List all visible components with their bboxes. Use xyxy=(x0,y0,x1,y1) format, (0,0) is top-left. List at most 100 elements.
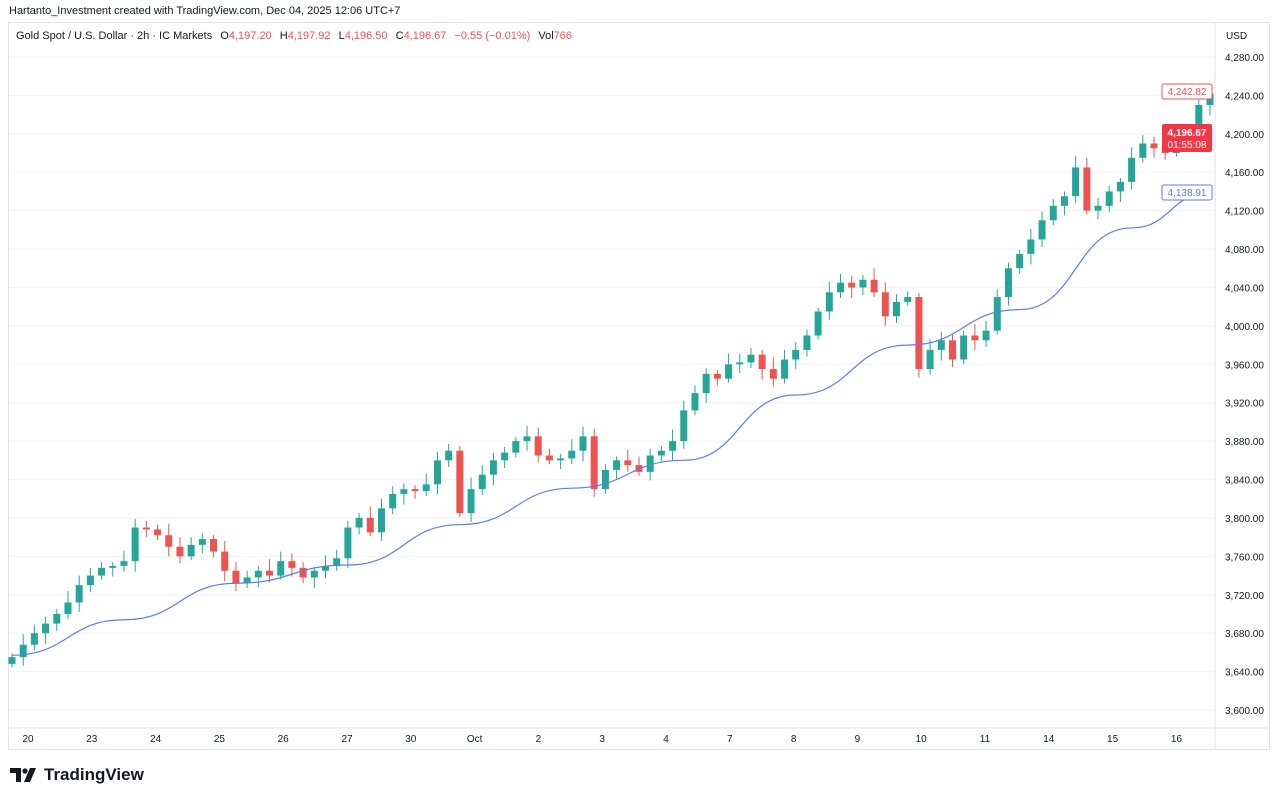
candle-body xyxy=(624,460,632,466)
candle xyxy=(120,550,128,572)
candle-body xyxy=(501,452,509,461)
candle xyxy=(344,520,352,568)
high-value: 4,197.92 xyxy=(287,30,331,42)
candle-body xyxy=(657,450,665,456)
candle-body xyxy=(355,517,363,528)
candle xyxy=(467,477,475,522)
high-price-text: 4,242.82 xyxy=(1168,87,1207,98)
time-tick: 8 xyxy=(791,734,797,745)
candle xyxy=(814,307,822,340)
candle-body xyxy=(1105,191,1113,206)
candle xyxy=(590,428,598,497)
candle xyxy=(613,456,621,480)
time-tick: 23 xyxy=(86,734,98,745)
price-tick: 3,680.00 xyxy=(1225,629,1264,640)
candle-body xyxy=(904,297,912,302)
candle xyxy=(1105,185,1113,212)
price-tick: 4,000.00 xyxy=(1225,322,1264,333)
candle xyxy=(579,426,587,462)
candle xyxy=(982,321,990,348)
candle xyxy=(198,533,206,554)
candle-body xyxy=(53,613,61,624)
candle xyxy=(64,590,72,619)
candle-body xyxy=(960,335,968,360)
candle-body xyxy=(669,441,677,451)
candle xyxy=(154,524,162,541)
candle-body xyxy=(344,527,352,559)
candle xyxy=(366,506,374,537)
candle xyxy=(736,353,744,373)
candle xyxy=(288,553,296,577)
candle-body xyxy=(377,508,385,533)
candle xyxy=(848,275,856,299)
candle xyxy=(971,323,979,350)
candle xyxy=(333,549,341,571)
grid xyxy=(9,56,1214,711)
candle-body xyxy=(411,489,419,492)
candle-body xyxy=(523,436,531,442)
price-tick: 3,640.00 xyxy=(1225,668,1264,679)
candle-body xyxy=(142,527,150,530)
candle-body xyxy=(1094,205,1102,211)
price-axis: 4,280.00 4,240.00 4,200.00 4,160.00 4,120.00… xyxy=(1225,53,1264,717)
candle-body xyxy=(75,585,83,603)
candle xyxy=(221,540,229,582)
candle xyxy=(948,333,956,368)
candle xyxy=(747,347,755,369)
candle-body xyxy=(120,561,128,566)
price-tick: 4,160.00 xyxy=(1225,168,1264,179)
candle-body xyxy=(568,450,576,459)
candle-body xyxy=(1038,220,1046,240)
candle-body xyxy=(333,558,341,566)
candle xyxy=(299,562,307,584)
candle xyxy=(937,331,945,361)
candle-body xyxy=(1060,196,1068,206)
time-tick: 20 xyxy=(22,734,34,745)
candle xyxy=(915,293,923,378)
candle-body xyxy=(557,458,565,461)
candle xyxy=(725,353,733,383)
candle-body xyxy=(848,282,856,288)
candle-body xyxy=(926,349,934,370)
volume-value: 766 xyxy=(553,30,573,42)
tradingview-logo: TradingView xyxy=(10,765,144,785)
candle xyxy=(624,449,632,472)
candle xyxy=(501,446,509,469)
time-tick: 15 xyxy=(1107,734,1119,745)
time-tick: 27 xyxy=(341,734,353,745)
candle xyxy=(1083,157,1091,215)
price-tick: 3,720.00 xyxy=(1225,591,1264,602)
candle xyxy=(165,523,173,557)
candle xyxy=(310,566,318,589)
time-tick: 25 xyxy=(214,734,226,745)
price-tick: 3,600.00 xyxy=(1225,706,1264,717)
candle-body xyxy=(545,455,553,461)
candle xyxy=(30,624,38,651)
candle-body xyxy=(792,349,800,360)
price-tick: 3,760.00 xyxy=(1225,552,1264,563)
candle xyxy=(176,537,184,564)
candle-body xyxy=(1083,167,1091,211)
time-tick: 3 xyxy=(599,734,605,745)
candle-body xyxy=(1150,143,1158,149)
candle xyxy=(893,294,901,324)
candle xyxy=(433,451,441,494)
time-tick: Oct xyxy=(467,734,483,745)
candle xyxy=(557,453,565,469)
candle xyxy=(1027,228,1035,265)
currency-button[interactable]: USD xyxy=(1226,31,1248,42)
candle-body xyxy=(725,364,733,379)
symbol-name[interactable]: Gold Spot / U.S. Dollar · 2h · IC Market… xyxy=(16,30,213,42)
candle xyxy=(400,483,408,505)
candle-body xyxy=(109,565,117,568)
candle-body xyxy=(266,570,274,576)
candle-body xyxy=(613,460,621,470)
change-value: −0.55 (−0.01%) xyxy=(454,30,531,42)
price-tick: 3,960.00 xyxy=(1225,360,1264,371)
candle xyxy=(758,349,766,380)
candle-body xyxy=(478,474,486,490)
candle-body xyxy=(277,561,285,576)
candle xyxy=(881,282,889,326)
candle-body xyxy=(254,570,262,578)
